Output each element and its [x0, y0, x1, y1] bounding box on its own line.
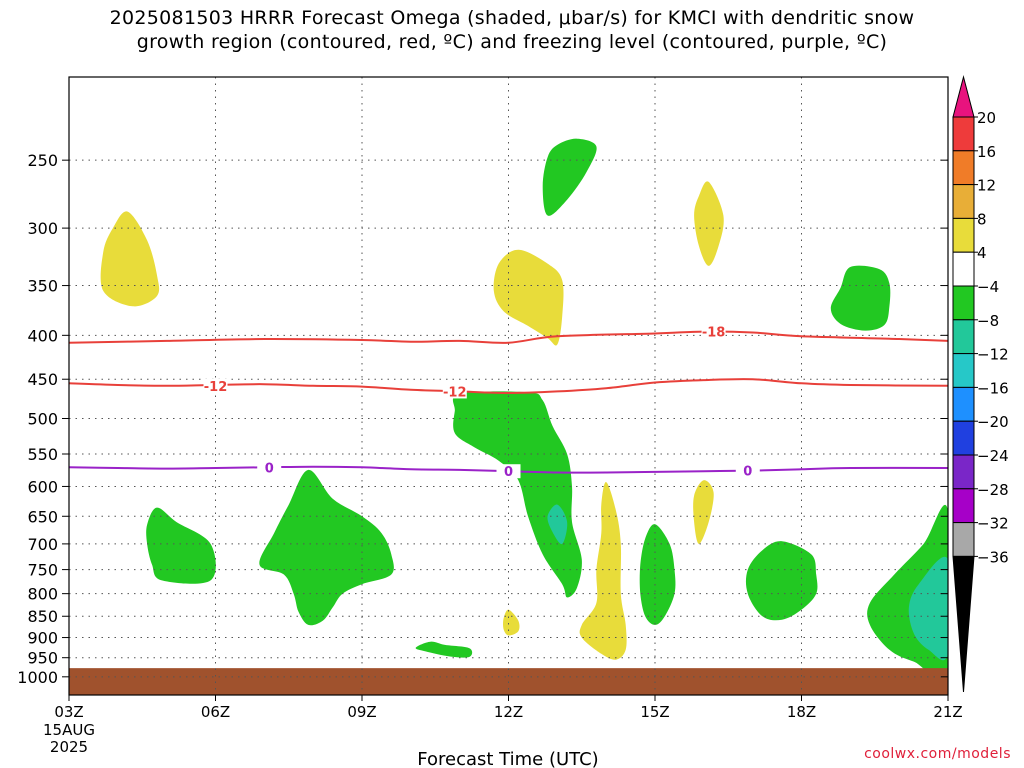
colorbar-swatch	[952, 454, 975, 490]
colorbar-swatch	[952, 386, 975, 422]
colorbar-swatch	[952, 488, 975, 524]
contour--12	[68, 378, 949, 395]
colorbar-swatch	[952, 150, 975, 186]
colorbar-swatch	[952, 285, 975, 321]
colorbar-label: −24	[977, 447, 1009, 465]
contour-label-bg--18	[701, 324, 726, 339]
x-tick-label-18Z: 18Z	[787, 703, 816, 721]
omega-region-upward-4-8-c	[452, 391, 582, 598]
contour-label-0: 0	[743, 465, 752, 480]
colorbar-label: −28	[977, 481, 1009, 499]
x-tick-label-21Z: 21Z	[933, 703, 962, 721]
y-tick-label-850: 850	[27, 607, 58, 626]
colorbar-arrow-top	[952, 75, 975, 118]
colorbar-label: −20	[977, 413, 1009, 431]
x-tick-sublabel: 15AUG	[43, 721, 95, 739]
omega-region-upward-8-12-a	[547, 504, 568, 545]
omega-region-upward-4-8-d	[146, 507, 216, 584]
x-tick-sublabel: 2025	[50, 738, 88, 756]
y-tick-label-700: 700	[27, 535, 58, 554]
x-tick-label-06Z: 06Z	[201, 703, 230, 721]
colorbar-arrow-bottom	[952, 555, 975, 693]
omega-region-upward-4-8-a	[542, 138, 597, 216]
x-tick-label-15Z: 15Z	[640, 703, 669, 721]
y-tick-label-600: 600	[27, 477, 58, 496]
x-tick-label-09Z: 09Z	[347, 703, 376, 721]
colorbar-label: 12	[977, 177, 996, 195]
colorbar-label: 20	[977, 109, 996, 127]
y-tick-label-500: 500	[27, 409, 58, 428]
contour-label-0: 0	[504, 465, 513, 480]
colorbar-label: −4	[977, 278, 999, 296]
contour-label-bg--12	[203, 378, 228, 393]
colorbar: 20 16 12 8 4 −4 −8 −12 −16 −20 −24 −28 −32 −36	[952, 75, 1009, 693]
chart-title-line-2: growth region (contoured, red, ºC) and f…	[136, 31, 888, 53]
contour-label--18: -18	[702, 326, 726, 341]
omega-shading	[100, 138, 948, 680]
colorbar-label: 4	[977, 244, 987, 262]
axes: 250 300 350 400 450 500 550 600 650 700 750 800 850 9…	[17, 76, 963, 756]
colorbar-swatch	[952, 353, 975, 388]
colorbar-swatch	[952, 522, 975, 557]
colorbar-label: 8	[977, 210, 987, 228]
colorbar-label: 16	[977, 143, 996, 161]
y-tick-label-750: 750	[27, 561, 58, 580]
omega-region-upward-8-12-b	[908, 556, 948, 661]
omega-region-downward-4-8-d	[693, 480, 714, 544]
contour-0	[68, 465, 949, 474]
y-tick-label-400: 400	[27, 326, 58, 345]
chart-title: 2025081503 HRRR Forecast Omega (shaded, …	[0, 6, 1024, 54]
contour-label--12: -12	[204, 380, 228, 395]
colorbar-swatch	[952, 251, 975, 287]
colorbar-label: −16	[977, 379, 1009, 397]
contour--18	[68, 330, 949, 344]
colorbar-label: −8	[977, 312, 999, 330]
colorbar-swatch	[952, 184, 975, 219]
contour-label-bg-0	[257, 460, 282, 475]
chart-title-line-1: 2025081503 HRRR Forecast Omega (shaded, …	[109, 7, 915, 29]
omega-region-downward-4-8-f	[503, 609, 520, 636]
omega-region-downward-4-8-b	[493, 249, 564, 346]
omega-region-upward-4-8-f	[415, 641, 473, 658]
contour-label-0: 0	[265, 461, 274, 476]
contour-label-bg--12	[442, 384, 467, 399]
y-tick-label-300: 300	[27, 219, 58, 238]
y-tick-label-350: 350	[27, 277, 58, 296]
contour-label-bg-0	[735, 463, 760, 478]
x-axis-label: Forecast Time (UTC)	[417, 749, 598, 768]
x-tick-label-03Z: 03Z	[54, 703, 83, 721]
colorbar-swatch	[952, 217, 975, 253]
contour-label--12: -12	[443, 385, 467, 400]
omega-region-upward-4-8-b	[830, 265, 891, 331]
y-tick-label-1000: 1000	[17, 668, 58, 687]
contour-lines: -18 -12 -12 0 0 0	[68, 324, 949, 480]
omega-region-downward-4-8-a	[100, 211, 160, 307]
colorbar-label: −32	[977, 515, 1009, 533]
colorbar-label: −12	[977, 346, 1009, 364]
omega-region-upward-4-8-h	[745, 541, 818, 621]
colorbar-label: −36	[977, 548, 1009, 566]
y-tick-label-550: 550	[27, 445, 58, 464]
colorbar-swatch	[952, 319, 975, 355]
y-tick-label-450: 450	[27, 370, 58, 389]
contour-label-bg-0	[496, 464, 521, 479]
omega-region-downward-4-8-e	[579, 482, 627, 660]
y-tick-label-650: 650	[27, 507, 58, 526]
colorbar-swatch	[952, 420, 975, 456]
omega-region-upward-4-8-g	[639, 524, 676, 625]
credit-link[interactable]: coolwx.com/models	[864, 746, 1011, 762]
y-tick-label-950: 950	[27, 649, 58, 668]
x-tick-label-12Z: 12Z	[494, 703, 523, 721]
colorbar-swatch	[952, 116, 975, 152]
omega-region-upward-4-8-e	[259, 469, 394, 626]
grid-lines	[69, 77, 948, 695]
y-tick-label-250: 250	[27, 151, 58, 170]
omega-region-downward-4-8-c	[694, 181, 724, 266]
y-tick-label-800: 800	[27, 585, 58, 604]
y-tick-label-900: 900	[27, 629, 58, 648]
